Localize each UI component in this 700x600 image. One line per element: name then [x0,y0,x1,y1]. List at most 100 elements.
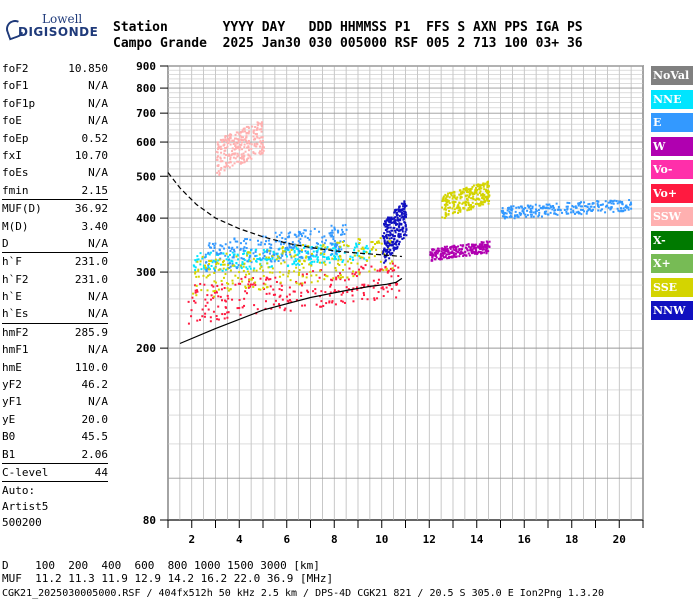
echo-point [266,262,269,265]
echo-point [224,161,227,164]
echo-point [232,139,235,142]
echo-point [530,213,533,216]
echo-point [444,207,447,210]
echo-point [333,291,336,294]
param-value: N/A [88,236,108,250]
echo-point [336,241,339,244]
echo-point [256,121,259,124]
echo-point [210,264,213,267]
echo-point [565,210,568,213]
echo-point [337,262,340,265]
echo-point [273,254,276,257]
param-row: fmin 2.15 [2,182,108,201]
echo-point [204,266,207,269]
echo-point [240,157,243,160]
echo-point [250,157,253,160]
echo-point [373,298,376,301]
echo-point [269,257,272,260]
echo-point [265,286,268,289]
echo-point [573,212,576,215]
echo-point [448,206,451,209]
echo-point [234,144,237,147]
echo-point [222,252,225,255]
echo-point [338,248,341,251]
echo-point [364,264,367,267]
echo-point [301,275,304,278]
echo-point [254,250,257,253]
echo-point [207,308,210,311]
echo-point [329,291,332,294]
echo-point [193,300,196,303]
echo-point [472,206,475,209]
echo-point [207,251,210,254]
echo-point [296,262,299,265]
echo-point [336,229,339,232]
echo-point [292,246,295,249]
echo-point [236,152,239,155]
echo-point [479,202,482,205]
echo-point [380,242,383,245]
echo-point [242,247,245,250]
echo-point [349,255,352,258]
echo-point [384,220,387,223]
echo-point [248,142,251,145]
echo-point [283,309,286,312]
echo-point [237,140,240,143]
echo-point [269,250,272,253]
echo-point [535,209,538,212]
param-name: h`E [2,290,22,304]
echo-point [617,209,620,212]
echo-point [501,215,504,218]
echo-point [279,281,282,284]
echo-point [229,288,232,291]
echo-point [467,202,470,205]
echo-point [389,239,392,242]
echo-point [229,160,232,163]
echo-point [267,239,270,242]
echo-point [488,240,491,243]
echo-point [452,255,455,258]
echo-point [335,278,338,281]
echo-point [398,243,401,246]
echo-point [245,135,248,138]
echo-point [591,209,594,212]
echo-point [452,246,455,249]
echo-point [526,214,529,217]
echo-point [580,208,583,211]
echo-point [253,267,256,270]
param-row: foE N/A [2,112,108,129]
echo-point [578,212,581,215]
echo-point [267,258,270,261]
echo-point [288,293,291,296]
echo-point [469,193,472,196]
echo-point [566,205,569,208]
echo-point [282,242,285,245]
echo-point [443,203,446,206]
echo-point [259,263,262,266]
echo-point [355,244,358,247]
echo-point [221,245,224,248]
echo-point [383,224,386,227]
echo-point [578,203,581,206]
echo-point [457,203,460,206]
echo-point [322,243,325,246]
legend-item: NNE [651,89,693,109]
echo-point [238,271,241,274]
echo-point [541,207,544,210]
echo-point [187,300,190,303]
echo-point [526,209,529,212]
echo-point [303,246,306,249]
echo-point [345,286,348,289]
echo-point [452,205,455,208]
echo-point [292,290,295,293]
echo-point [487,195,490,198]
param-value: 10.70 [74,148,108,162]
echo-point [246,142,249,145]
echo-point [236,131,239,134]
echo-point [227,161,230,164]
echo-point [195,294,198,297]
echo-point [530,215,533,218]
echo-point [485,252,488,255]
y-tick-label: 800 [136,82,156,95]
